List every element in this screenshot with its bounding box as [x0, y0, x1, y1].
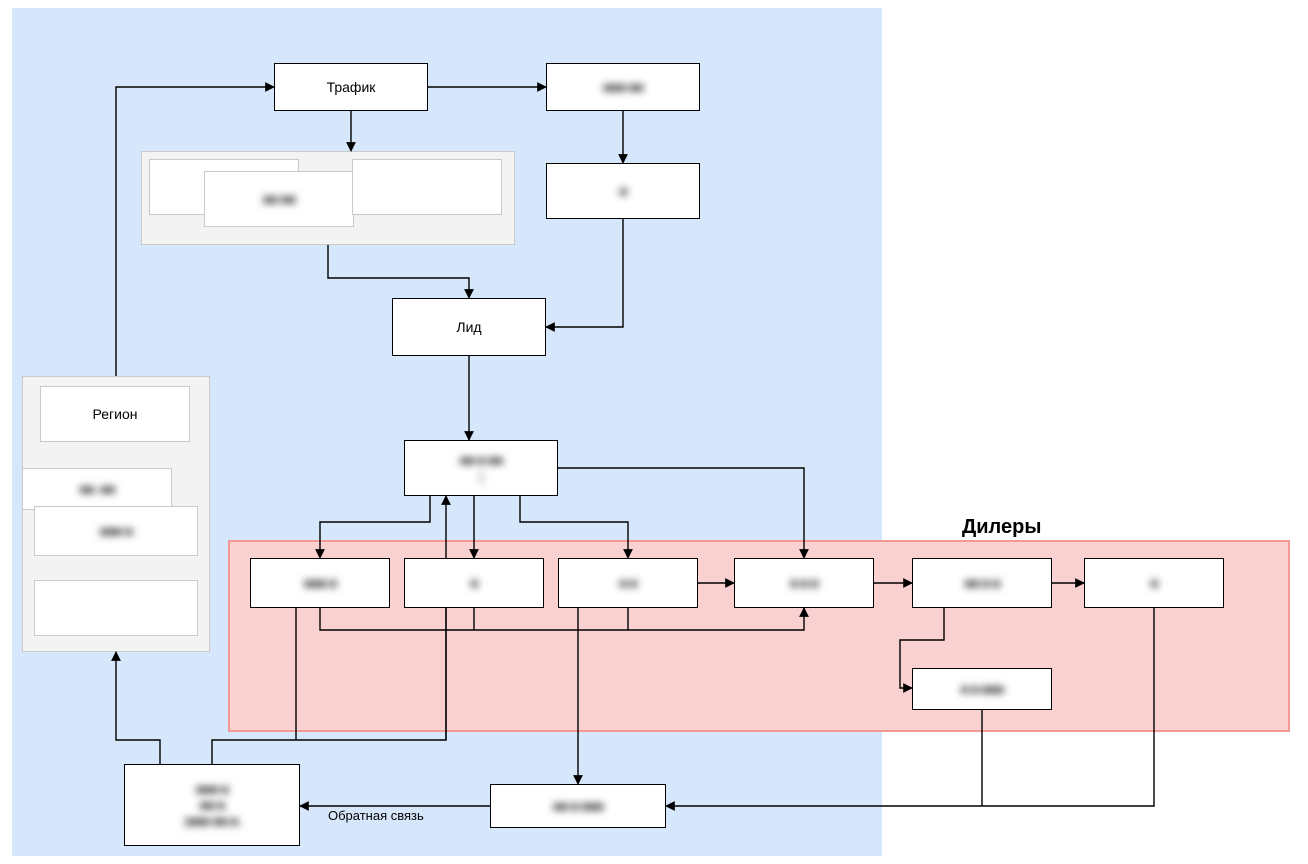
node-label-feedback_l: ■■■ ■ ■■ ■ (■■■ ■■ ■,	[179, 779, 244, 831]
node-d4: ■ ■ ■	[734, 558, 874, 608]
node-traffic: Трафик	[274, 63, 428, 111]
node-top_right: ■■■ ■■	[546, 63, 700, 111]
node-label-grey2_c: ■■■ ■	[96, 521, 137, 541]
node-label-d2: ■	[466, 573, 481, 593]
node-grey1_c	[352, 159, 502, 215]
edge-label-0: Обратная связь	[328, 808, 424, 823]
node-d_extra: ■ ■ ■■■	[912, 668, 1052, 710]
node-label-grey2_d	[112, 606, 120, 610]
node-region: Регион	[40, 386, 190, 442]
node-d3: ■ ■	[558, 558, 698, 608]
node-label-mid_right: ■	[615, 181, 630, 201]
node-d2: ■	[404, 558, 544, 608]
node-label-d_extra: ■ ■ ■■■	[956, 679, 1007, 699]
node-feedback_r: ■■ ■ ■■■	[490, 784, 666, 828]
node-label-d5: ■■ ■ ■	[960, 573, 1004, 593]
node-d1: ■■■ ■	[250, 558, 390, 608]
diagram-canvas: ДилерыТрафик■■■ ■■■ ■■■ ■■■ЛидРегион■■. …	[0, 0, 1308, 864]
node-label-grey1_b: ■■ ■■	[259, 189, 300, 209]
region-label-red: Дилеры	[962, 516, 1041, 539]
node-dispatch: ■■ ■ ■■ (	[404, 440, 558, 496]
node-grey2_d	[34, 580, 198, 636]
node-label-region: Регион	[89, 404, 142, 424]
node-label-traffic: Трафик	[323, 77, 380, 97]
node-grey2_b: ■■. ■■	[22, 468, 172, 510]
node-feedback_l: ■■■ ■ ■■ ■ (■■■ ■■ ■,	[124, 764, 300, 846]
node-label-d6: ■	[1146, 573, 1161, 593]
node-label-d4: ■ ■ ■	[786, 573, 822, 593]
node-d6: ■	[1084, 558, 1224, 608]
node-d5: ■■ ■ ■	[912, 558, 1052, 608]
node-grey2_c: ■■■ ■	[34, 506, 198, 556]
node-label-lead: Лид	[452, 317, 485, 337]
node-label-d1: ■■■ ■	[300, 573, 341, 593]
node-grey1_b: ■■ ■■	[204, 171, 354, 227]
node-label-grey2_b: ■■. ■■	[75, 479, 119, 499]
node-label-top_right: ■■■ ■■	[599, 77, 647, 97]
node-label-feedback_r: ■■ ■ ■■■	[549, 796, 608, 816]
node-label-grey1_c	[423, 185, 431, 189]
node-label-dispatch: ■■ ■ ■■ (	[455, 450, 506, 486]
node-mid_right: ■	[546, 163, 700, 219]
node-lead: Лид	[392, 298, 546, 356]
node-label-d3: ■ ■	[615, 573, 641, 593]
